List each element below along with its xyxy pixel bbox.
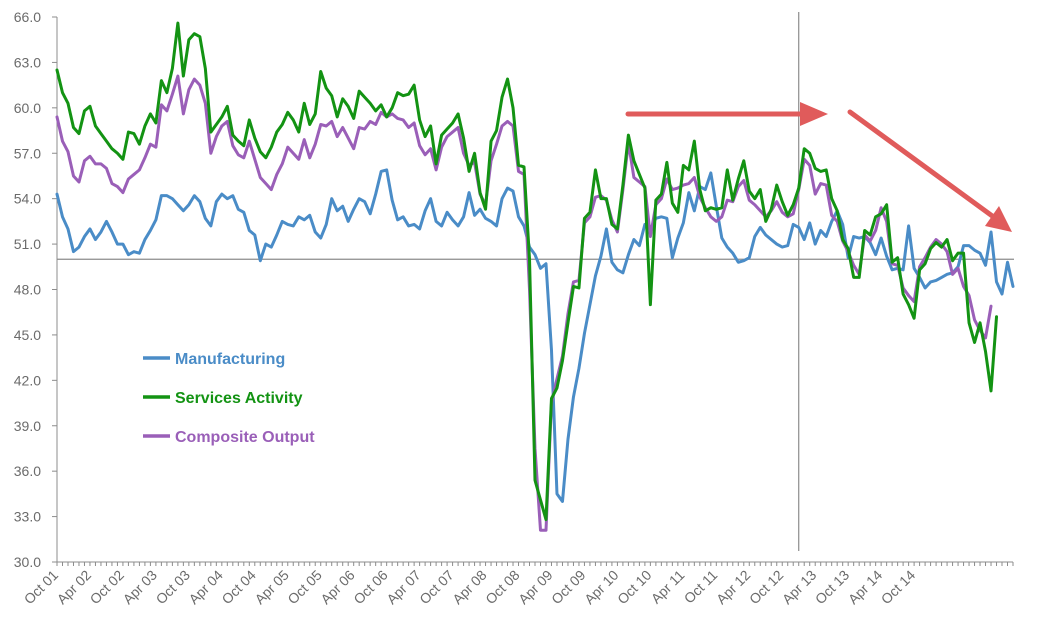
y-tick-label: 54.0 — [14, 191, 41, 207]
x-tick-label: Oct 13 — [812, 567, 853, 608]
x-tick-label: Apr 04 — [185, 567, 226, 608]
y-tick-label: 48.0 — [14, 282, 41, 298]
x-tick-label: Apr 06 — [317, 567, 358, 608]
x-tick-label: Apr 02 — [54, 567, 95, 608]
y-tick-label: 33.0 — [14, 509, 41, 525]
legend-label: Manufacturing — [175, 351, 285, 368]
x-tick-label: Oct 11 — [681, 567, 721, 607]
y-tick-label: 36.0 — [14, 463, 41, 479]
y-tick-label: 57.0 — [14, 145, 41, 161]
flat-trend-arrow-head — [800, 102, 828, 126]
x-tick-label: Oct 04 — [218, 567, 259, 608]
x-tick-label: Oct 05 — [284, 567, 325, 608]
x-tick-label: Oct 02 — [87, 567, 128, 608]
series-line-manufacturing — [55, 168, 1015, 503]
x-tick-label: Apr 07 — [383, 567, 424, 608]
series-line-services-activity — [55, 21, 999, 522]
y-tick-label: 51.0 — [14, 236, 41, 252]
legend-label: Services Activity — [175, 390, 303, 407]
x-tick-label: Oct 08 — [482, 567, 523, 608]
x-tick-label: Apr 13 — [779, 567, 820, 608]
x-tick-label: Oct 03 — [153, 567, 194, 608]
x-tick-label: Apr 14 — [845, 567, 886, 608]
y-tick-label: 45.0 — [14, 327, 41, 343]
x-tick-label: Apr 05 — [251, 567, 292, 608]
y-tick-label: 66.0 — [14, 9, 41, 25]
x-tick-label: Oct 12 — [746, 567, 787, 608]
legend-label: Composite Output — [175, 429, 315, 446]
x-tick-label: Oct 01 — [21, 567, 62, 608]
decline-arrow-head — [985, 206, 1012, 232]
x-tick-label: Apr 11 — [648, 567, 688, 607]
x-tick-label: Oct 07 — [416, 567, 457, 608]
y-tick-label: 39.0 — [14, 418, 41, 434]
x-tick-label: Apr 10 — [581, 567, 622, 608]
x-tick-label: Apr 03 — [120, 567, 161, 608]
x-tick-label: Apr 12 — [713, 567, 754, 608]
decline-arrow-shaft — [847, 109, 998, 221]
series-line-composite-output — [55, 74, 993, 532]
x-tick-label: Oct 10 — [614, 567, 655, 608]
y-tick-label: 63.0 — [14, 54, 41, 70]
y-tick-label: 42.0 — [14, 372, 41, 388]
x-tick-label: Oct 09 — [548, 567, 589, 608]
x-tick-label: Oct 06 — [350, 567, 391, 608]
x-tick-label: Oct 14 — [878, 567, 919, 608]
x-tick-label: Apr 09 — [515, 567, 556, 608]
y-tick-label: 60.0 — [14, 100, 41, 116]
x-tick-label: Apr 08 — [449, 567, 490, 608]
y-tick-label: 30.0 — [14, 554, 41, 570]
